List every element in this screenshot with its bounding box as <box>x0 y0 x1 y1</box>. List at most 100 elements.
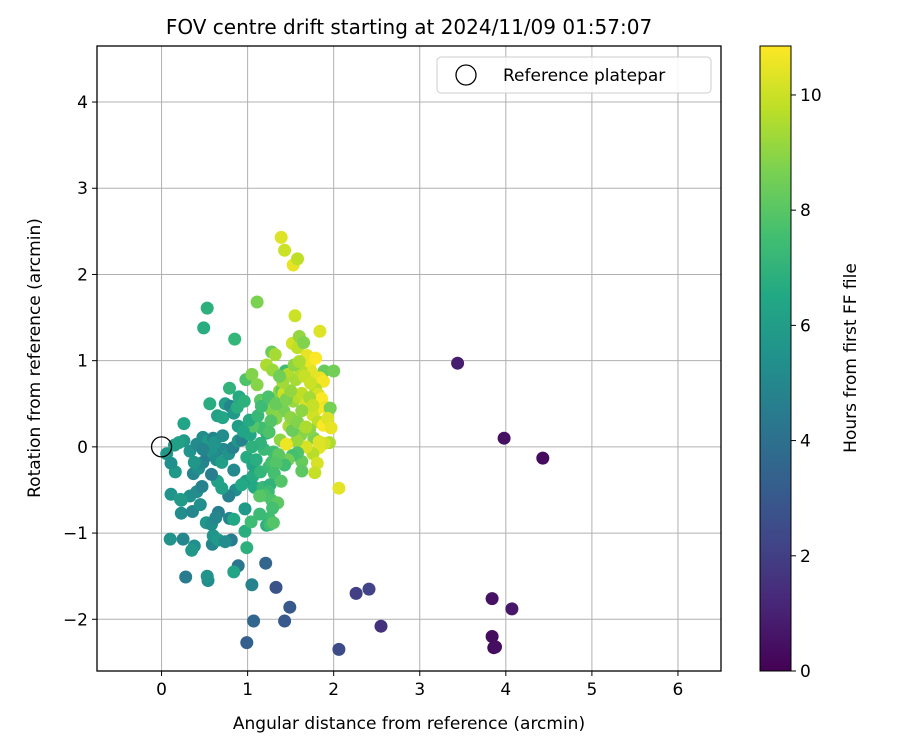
data-point <box>451 356 465 370</box>
data-point <box>274 230 288 244</box>
y-axis-label: Rotation from reference (arcmin) <box>25 218 45 498</box>
data-point <box>278 614 292 628</box>
x-tick-label: 2 <box>328 680 339 700</box>
data-point <box>237 394 251 408</box>
data-point <box>209 511 223 525</box>
data-point <box>312 435 326 449</box>
data-point <box>266 501 280 515</box>
plot-frame <box>96 45 722 672</box>
data-point <box>249 453 263 467</box>
data-point <box>244 515 258 529</box>
data-point <box>218 535 232 549</box>
data-point <box>176 532 190 546</box>
data-point <box>297 336 311 350</box>
x-axis-label: Angular distance from reference (arcmin) <box>233 714 585 734</box>
data-point <box>164 456 178 470</box>
reference-platepar-marker <box>150 436 173 458</box>
colorbar-ticks: 0 2 4 6 8 10 <box>791 86 822 682</box>
y-tick-label: −1 <box>63 524 88 544</box>
data-point <box>485 592 499 606</box>
data-point <box>164 487 178 501</box>
data-point <box>268 348 282 362</box>
colorbar-label: Hours from first FF file <box>841 263 861 453</box>
data-point <box>200 301 214 315</box>
data-point <box>247 614 261 628</box>
data-point <box>253 507 267 521</box>
data-point <box>196 442 210 456</box>
data-point <box>205 467 218 481</box>
legend-reference-marker <box>455 64 477 86</box>
data-point <box>264 414 278 428</box>
colorbar-tick-label: 4 <box>800 432 811 452</box>
colorbar-tick-label: 8 <box>800 201 811 221</box>
data-point <box>235 478 249 492</box>
data-point <box>536 451 550 465</box>
reference-marker-layer <box>150 436 173 458</box>
data-point <box>193 498 207 512</box>
data-point <box>306 399 320 412</box>
data-point <box>309 351 323 365</box>
data-point <box>485 630 499 643</box>
data-point <box>497 431 511 445</box>
data-point <box>273 369 286 383</box>
y-tick-label: 3 <box>77 179 88 199</box>
data-point <box>174 506 188 520</box>
data-point <box>216 411 230 425</box>
data-point <box>262 425 276 439</box>
data-point <box>254 399 268 413</box>
legend-box <box>436 56 712 94</box>
data-point <box>279 437 293 451</box>
colorbar-tick-label: 6 <box>800 316 811 336</box>
data-point <box>172 436 186 450</box>
data-point <box>308 466 322 480</box>
data-point <box>240 636 254 650</box>
colorbar-tick-label: 2 <box>800 547 811 567</box>
data-point <box>295 404 309 418</box>
data-point <box>187 455 201 469</box>
data-point <box>269 397 283 411</box>
data-point <box>327 364 341 378</box>
y-tick-label: 4 <box>77 93 88 113</box>
data-point <box>227 512 241 526</box>
data-point <box>179 570 193 584</box>
x-tick-label: 5 <box>586 680 597 700</box>
data-point <box>223 381 236 395</box>
data-point <box>177 417 191 431</box>
data-point <box>362 582 376 596</box>
data-point <box>332 481 346 495</box>
data-point <box>284 384 298 398</box>
data-point <box>185 543 199 557</box>
y-tick-label: −2 <box>63 610 88 630</box>
data-point <box>238 524 252 538</box>
data-point <box>266 516 280 530</box>
data-point <box>259 556 273 570</box>
colorbar-tick-label: 10 <box>800 86 822 106</box>
data-point <box>240 541 254 555</box>
data-point <box>323 401 337 415</box>
data-point <box>374 619 388 633</box>
data-point <box>253 489 267 503</box>
data-point <box>304 376 317 390</box>
x-tick-label: 6 <box>673 680 684 700</box>
data-point <box>227 463 241 477</box>
data-point <box>215 481 229 495</box>
data-point <box>283 600 297 614</box>
grid <box>97 46 721 671</box>
data-point <box>313 324 327 338</box>
data-point <box>174 493 188 507</box>
data-point <box>489 640 502 654</box>
data-point <box>216 429 230 443</box>
data-point <box>332 642 346 656</box>
data-point <box>290 434 304 448</box>
data-point <box>203 397 217 411</box>
data-point <box>269 580 283 594</box>
x-tick-label: 4 <box>500 680 511 700</box>
chart-title: FOV centre drift starting at 2024/11/09 … <box>166 15 652 39</box>
x-tick-label: 1 <box>242 680 253 700</box>
data-point <box>278 243 292 257</box>
data-point <box>245 578 259 592</box>
data-point <box>291 252 304 266</box>
data-point <box>250 378 264 392</box>
